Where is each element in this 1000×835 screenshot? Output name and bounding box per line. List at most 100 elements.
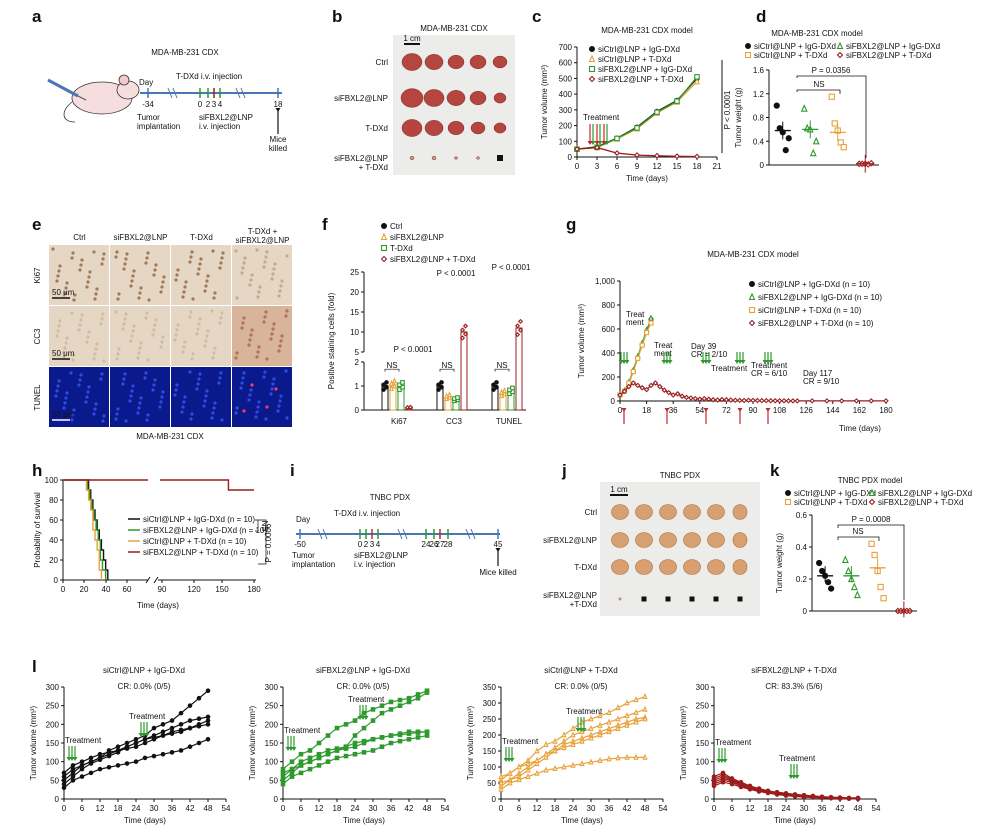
data-point: [809, 148, 817, 157]
data-point: [361, 750, 367, 755]
cell-nucleus: [62, 351, 66, 355]
cell-nucleus: [206, 329, 210, 333]
panel-f-chart: Ctrl siFBXL2@LNP T-DXd siFBXL2@LNP + T-DXd 0…: [327, 222, 531, 426]
photo-row-label: siFBXL2@LNP + T-DXd: [334, 154, 388, 172]
y-tick-label: 150: [265, 739, 279, 748]
cell-nucleus: [271, 382, 275, 386]
cell-nucleus: [136, 411, 140, 415]
cell-nucleus: [85, 395, 89, 399]
ihc-image-tile: [110, 306, 170, 366]
tumor-specimen: [707, 559, 725, 575]
x-tick-label: 0: [618, 406, 623, 415]
y-tick-label: 150: [696, 739, 710, 748]
tunel-positive-cell: [274, 387, 278, 391]
timeline-tick-label: 3: [370, 540, 375, 549]
scale-bar-label: 50 μm: [52, 288, 75, 297]
data-point: [812, 136, 820, 145]
data-point: [674, 98, 680, 104]
data-point: [459, 335, 466, 341]
data-point: [516, 776, 522, 783]
cell-nucleus: [212, 296, 216, 300]
y-axis-label: Tumor volume (mm³): [466, 705, 475, 780]
arrow-head: [363, 716, 369, 720]
data-point: [633, 718, 639, 725]
data-point: [639, 342, 645, 348]
data-point: [624, 699, 630, 706]
data-point: [670, 392, 676, 398]
data-point: [711, 783, 717, 789]
y-axis-label: Tumor weight (g): [734, 87, 743, 148]
data-point: [738, 781, 744, 786]
y-tick-label: 250: [696, 702, 710, 711]
data-point: [794, 398, 801, 404]
cell-nucleus: [181, 405, 185, 409]
cell-nucleus: [262, 265, 266, 269]
tumor-specimen: [713, 596, 719, 602]
cell-nucleus: [139, 396, 143, 400]
significance-bracket: [384, 368, 400, 372]
legend-marker: [745, 43, 751, 49]
timeline-mice-killed-label: Mice killed: [479, 568, 516, 577]
y-tick-label: 200: [696, 720, 710, 729]
y-axis-label: Tumor volume (mm³): [248, 705, 257, 780]
data-point: [765, 789, 771, 794]
panel-label-h: h: [32, 461, 42, 480]
x-tick-label: 6: [730, 804, 735, 813]
cell-nucleus: [242, 371, 246, 375]
cell-nucleus: [56, 274, 60, 278]
cell-nucleus: [86, 390, 90, 394]
data-point: [498, 779, 504, 786]
panel-k-chart: TNBC PDX model siCtrl@LNP + IgG-DXd siFBXL…: [775, 476, 972, 618]
y-tick-label: 100: [696, 758, 710, 767]
data-point: [406, 736, 412, 742]
chart-title: MDA-MB-231 CDX model: [601, 26, 693, 35]
cell-nucleus: [124, 419, 128, 423]
cell-nucleus: [263, 260, 267, 264]
y-tick-label: 400: [602, 349, 616, 358]
data-point: [774, 790, 780, 796]
photo-row-label: siFBXL2@LNP: [334, 94, 388, 103]
ihc-image-tile: [110, 245, 170, 305]
data-point: [701, 395, 708, 402]
legend-label: siCtrl@LNP + T-DXd (n = 10): [758, 306, 862, 315]
data-point: [831, 120, 838, 127]
cell-nucleus: [242, 316, 246, 320]
x-tick-label: 0: [61, 585, 66, 594]
arrow-head: [794, 775, 800, 779]
cell-nucleus: [196, 327, 200, 331]
legend-marker: [784, 498, 792, 506]
legend-label: T-DXd: [390, 244, 413, 253]
data-point: [280, 770, 286, 776]
cell-nucleus: [144, 261, 148, 265]
tumor-specimen: [659, 532, 677, 548]
x-tick-label: 20: [80, 585, 89, 594]
cell-nucleus: [121, 382, 125, 386]
data-point: [738, 784, 744, 790]
arrow-head: [740, 360, 746, 364]
cell-nucleus: [181, 295, 185, 299]
data-point: [850, 582, 858, 591]
ihc-column-label: Ctrl: [73, 233, 86, 242]
panel-label-j: j: [561, 461, 567, 480]
arrow-head: [768, 360, 774, 364]
legend-label: siFBXL2@LNP: [390, 233, 444, 242]
x-tick-label: 9: [635, 162, 640, 171]
cell-nucleus: [78, 323, 82, 327]
x-tick-label: 6: [615, 162, 620, 171]
p-value-label: P < 0.0001: [437, 269, 476, 278]
cell-nucleus: [57, 269, 61, 273]
cell-nucleus: [122, 267, 126, 271]
tumor-specimen: [683, 559, 701, 575]
data-point: [648, 320, 654, 326]
cell-nucleus: [219, 371, 223, 375]
timeline-implantation-label: Tumor implantation: [292, 551, 335, 569]
x-tick-label: 15: [673, 162, 682, 171]
data-point: [711, 776, 717, 781]
cell-nucleus: [249, 333, 253, 337]
data-point: [570, 731, 576, 738]
tumor-specimen: [635, 504, 653, 520]
cell-nucleus: [86, 335, 90, 339]
data-point: [187, 718, 193, 723]
data-point: [415, 695, 421, 701]
cell-nucleus: [249, 278, 253, 282]
